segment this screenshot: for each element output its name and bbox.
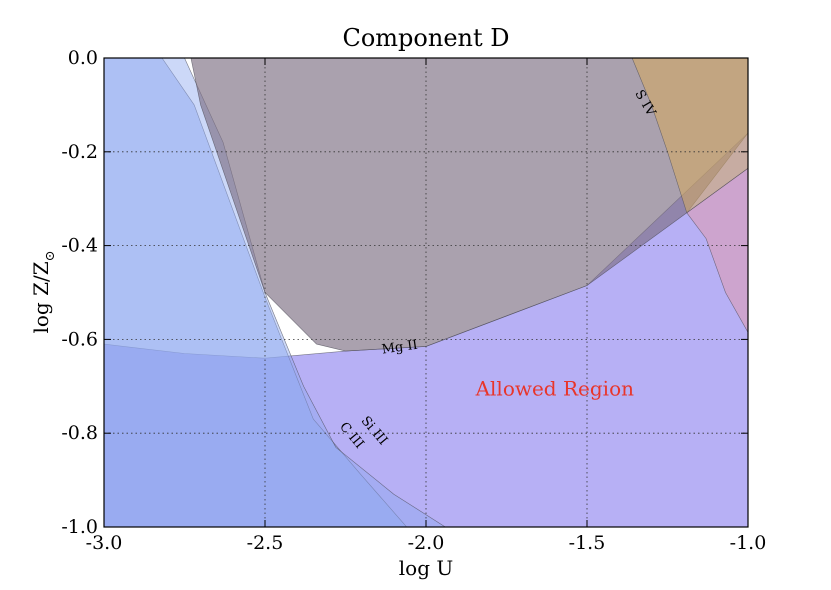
y-tick-label: -0.6 [61,328,98,350]
y-tick-label: -1.0 [61,516,98,538]
region-3 [104,58,408,527]
y-tick-label: -0.4 [61,235,98,257]
annotation-label: Allowed Region [475,377,635,401]
x-tick-label: -2.5 [247,532,284,554]
y-axis-label-main: log Z/Z [29,261,53,333]
y-axis-label: log Z/Z⊙ [29,250,58,333]
y-tick-label: -0.8 [61,422,98,444]
x-tick-label: -1.5 [569,532,606,554]
contour-label: Mg II [381,338,419,358]
region-6 [631,58,748,214]
x-tick-label: -3.0 [86,532,123,554]
ticks-layer: -3.0 -2.5 -2.0 -1.5 -1.0 0.0 -0.2 -0.4 -0.6 -0.8 -… [61,47,766,554]
chart-title: Component D [342,24,509,52]
x-tick-label: -2.0 [408,532,445,554]
grid-layer [104,58,748,527]
y-axis-label-subscript: ⊙ [43,250,58,261]
y-tick-label: 0.0 [68,47,98,69]
y-tick-label: -0.2 [61,141,98,163]
x-axis-label: log U [399,556,453,580]
x-tick-label: -1.0 [730,532,767,554]
